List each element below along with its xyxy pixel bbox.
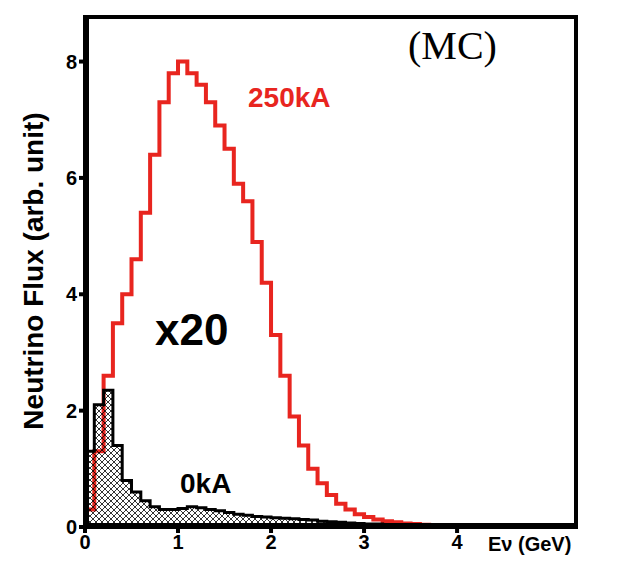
html-text:250kA: 250kA [248, 82, 331, 113]
svg-text:0: 0 [79, 531, 90, 553]
svg-text:2: 2 [66, 400, 77, 422]
svg-text:3: 3 [358, 531, 369, 553]
html-text:0kA: 0kA [180, 468, 232, 499]
html-text:x20: x20 [155, 305, 229, 354]
html-text:Eν (GeV): Eν (GeV) [488, 533, 572, 555]
svg-text:1: 1 [172, 531, 183, 553]
svg-text:4: 4 [66, 283, 78, 305]
svg-text:6: 6 [66, 167, 77, 189]
html-text:(MC): (MC) [408, 23, 497, 68]
svg-text:8: 8 [66, 51, 77, 73]
svg-text:4: 4 [452, 531, 464, 553]
html-text:Neutrino Flux (arb. unit): Neutrino Flux (arb. unit) [18, 112, 49, 430]
svg-text:0: 0 [66, 516, 77, 538]
svg-text:2: 2 [265, 531, 276, 553]
